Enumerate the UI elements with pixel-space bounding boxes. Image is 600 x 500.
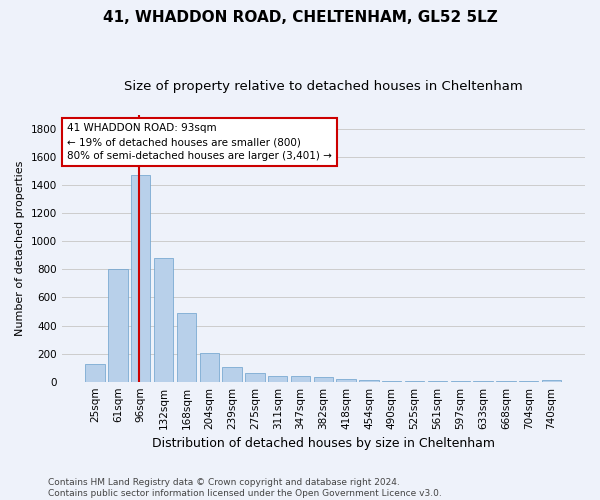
Title: Size of property relative to detached houses in Cheltenham: Size of property relative to detached ho…	[124, 80, 523, 93]
Bar	[108, 270, 128, 382]
Bar	[245, 372, 265, 382]
Text: 41, WHADDON ROAD, CHELTENHAM, GL52 5LZ: 41, WHADDON ROAD, CHELTENHAM, GL52 5LZ	[103, 10, 497, 25]
Bar	[131, 174, 151, 382]
Y-axis label: Number of detached properties: Number of detached properties	[15, 160, 25, 336]
Bar	[542, 380, 561, 382]
Bar	[177, 313, 196, 382]
Bar	[428, 381, 447, 382]
Bar	[154, 258, 173, 382]
X-axis label: Distribution of detached houses by size in Cheltenham: Distribution of detached houses by size …	[152, 437, 495, 450]
Bar	[405, 381, 424, 382]
Bar	[200, 353, 219, 382]
Bar	[291, 376, 310, 382]
Bar	[314, 378, 333, 382]
Bar	[337, 379, 356, 382]
Bar	[382, 380, 401, 382]
Bar	[223, 367, 242, 382]
Bar	[85, 364, 105, 382]
Bar	[359, 380, 379, 382]
Text: Contains HM Land Registry data © Crown copyright and database right 2024.
Contai: Contains HM Land Registry data © Crown c…	[48, 478, 442, 498]
Text: 41 WHADDON ROAD: 93sqm
← 19% of detached houses are smaller (800)
80% of semi-de: 41 WHADDON ROAD: 93sqm ← 19% of detached…	[67, 123, 332, 161]
Bar	[268, 376, 287, 382]
